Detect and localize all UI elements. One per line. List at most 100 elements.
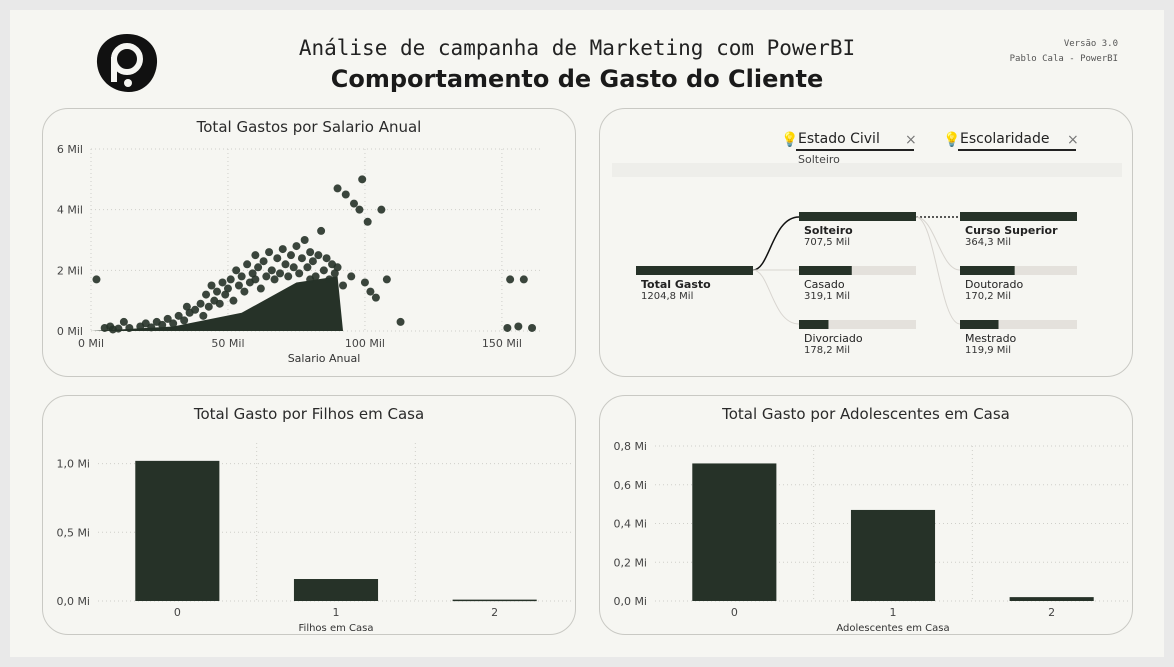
adolescentes-bar-chart[interactable]: 0,0 Mi 0,2 Mi 0,4 Mi 0,6 Mi 0,8 Mi 0 1 2 Adolesc… <box>600 396 1133 635</box>
y-tick-label: 0,0 Mi <box>613 595 647 608</box>
node-track <box>799 320 916 329</box>
y-tick-label: 0 Mil <box>57 325 83 338</box>
scatter-point <box>237 272 246 281</box>
x-tick-label: 1 <box>333 606 340 619</box>
scatter-point <box>248 269 257 278</box>
node-bar <box>960 320 999 329</box>
scatter-chart[interactable]: 0 Mil 2 Mil 4 Mil 6 Mil 0 Mil 50 Mil 100 Mil 15… <box>43 109 576 377</box>
bar <box>850 509 936 601</box>
x-tick-label: 50 Mil <box>211 337 244 350</box>
node-value: 1204,8 Mil <box>641 291 693 302</box>
version-info: Versão 3.0 Pablo Cala - PowerBI <box>1010 37 1118 67</box>
close-icon[interactable]: × <box>1067 132 1079 148</box>
scatter-point <box>396 317 405 326</box>
scatter-point <box>278 245 287 254</box>
scatter-point <box>297 254 306 263</box>
scatter-point <box>330 269 339 278</box>
x-axis-label: Adolescentes em Casa <box>836 623 949 634</box>
y-tick-label: 4 Mil <box>57 204 83 217</box>
adolescentes-title: Total Gasto por Adolescentes em Casa <box>722 405 1010 423</box>
scatter-card[interactable]: Total Gastos por Salario Anual 0 Mil 2 Mi… <box>42 108 576 377</box>
scatter-title: Total Gastos por Salario Anual <box>196 118 422 136</box>
y-tick-label: 6 Mil <box>57 143 83 156</box>
node-bar <box>799 212 916 221</box>
scatter-point <box>355 205 364 214</box>
scatter-point <box>265 248 274 257</box>
scatter-point <box>207 281 216 290</box>
scatter-point <box>199 311 208 320</box>
scatter-point <box>503 323 512 332</box>
y-tick-label: 0,6 Mi <box>613 479 647 492</box>
scatter-point <box>119 317 128 326</box>
close-icon[interactable]: × <box>905 132 917 148</box>
page-title: Análise de campanha de Marketing com Pow… <box>298 36 856 60</box>
scatter-point <box>204 302 213 311</box>
filhos-title: Total Gasto por Filhos em Casa <box>193 405 425 423</box>
scatter-point <box>114 324 123 333</box>
author-label: Pablo Cala - PowerBI <box>1009 54 1118 64</box>
scatter-point <box>360 278 369 287</box>
scatter-point <box>514 322 523 331</box>
decomposition-card[interactable]: Total Gasto 1204,8 Mil Solteiro 707,5 Mil Ca… <box>599 108 1133 377</box>
scatter-point <box>229 296 238 305</box>
node-track <box>960 266 1077 275</box>
bar <box>135 460 220 601</box>
scatter-point <box>256 284 265 293</box>
node-value: 119,9 Mil <box>965 345 1011 356</box>
filhos-card[interactable]: Total Gasto por Filhos em Casa 0,0 Mi 0,5… <box>42 395 576 635</box>
scatter-point <box>349 199 358 208</box>
node-value: 319,1 Mil <box>804 291 850 302</box>
level-underline <box>796 149 914 151</box>
node-label: Total Gasto <box>641 278 711 291</box>
scatter-point <box>528 323 537 332</box>
scatter-point <box>273 254 282 263</box>
adolescentes-card[interactable]: Total Gasto por Adolescentes em Casa 0,0… <box>599 395 1133 635</box>
bar <box>1009 597 1094 601</box>
tree-link-active <box>752 216 800 271</box>
filhos-bar-chart[interactable]: 0,0 Mi 0,5 Mi 1,0 Mi 0 1 2 Filhos em Casa <box>43 396 576 635</box>
scatter-point <box>306 248 315 257</box>
level-filter-value: Solteiro <box>798 153 840 166</box>
scatter-point <box>371 293 380 302</box>
scatter-point <box>163 314 172 323</box>
bar <box>452 599 537 602</box>
scatter-point <box>308 257 317 266</box>
scatter-point <box>226 275 235 284</box>
node-bar <box>636 266 753 275</box>
page-subtitle: Comportamento de Gasto do Cliente <box>330 65 824 93</box>
node-bar <box>960 212 1077 221</box>
x-tick-label: 100 Mil <box>345 337 385 350</box>
scatter-point <box>254 263 263 272</box>
node-bar <box>799 266 852 275</box>
scatter-point <box>286 251 295 260</box>
scatter-point <box>267 266 276 275</box>
scatter-point <box>147 323 156 332</box>
scatter-point <box>339 281 348 290</box>
x-tick-label: 2 <box>1048 606 1055 619</box>
scatter-point <box>191 305 200 314</box>
level-header-estado-civil[interactable]: Estado Civil <box>798 131 880 147</box>
scatter-point <box>158 320 167 329</box>
x-axis-label: Filhos em Casa <box>299 623 374 634</box>
x-tick-label: 0 Mil <box>78 337 104 350</box>
tree-link <box>915 216 961 325</box>
scatter-point <box>125 323 134 332</box>
level-header-escolaridade[interactable]: Escolaridade <box>960 131 1050 147</box>
scatter-point <box>174 311 183 320</box>
y-tick-label: 2 Mil <box>57 264 83 277</box>
scatter-point <box>314 251 323 260</box>
report-canvas: Análise de campanha de Marketing com Pow… <box>10 10 1164 657</box>
scatter-point <box>300 236 309 244</box>
node-label: Mestrado <box>965 332 1017 345</box>
scatter-point <box>319 266 328 275</box>
scatter-point <box>325 275 334 284</box>
scatter-point <box>281 260 290 269</box>
scatter-point <box>289 263 298 272</box>
node-value: 170,2 Mil <box>965 291 1011 302</box>
scatter-point <box>169 319 178 328</box>
scatter-density <box>91 276 344 331</box>
scatter-point <box>234 281 243 290</box>
scatter-point <box>202 290 211 299</box>
scatter-point <box>292 242 301 251</box>
